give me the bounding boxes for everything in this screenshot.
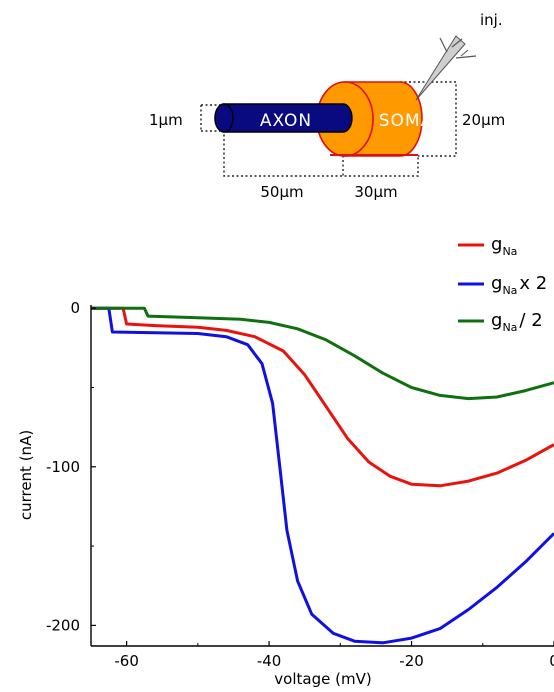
y-tick-label: -100 bbox=[46, 458, 80, 476]
axon-diameter-bracket bbox=[200, 104, 220, 132]
axon-diameter-label: 1μm bbox=[149, 111, 183, 129]
series-line-0 bbox=[91, 306, 554, 488]
length-bracket bbox=[223, 130, 419, 177]
pipette-icon bbox=[415, 35, 477, 101]
axon-label: AXON bbox=[260, 111, 312, 131]
neuron-schematic: SOMA AXON inj. 1μm 20μm 50μm 30μm bbox=[149, 11, 505, 201]
curves bbox=[91, 306, 554, 645]
y-tick-label: 0 bbox=[70, 299, 80, 317]
x-tick-label: 0 bbox=[549, 652, 554, 670]
soma-length-label: 30μm bbox=[354, 183, 397, 201]
legend: gNa gNa x 2 gNa/ 2 bbox=[458, 234, 547, 334]
y-axis-label: current (nA) bbox=[17, 430, 35, 520]
legend-label: gNa bbox=[491, 234, 517, 258]
series-line-2 bbox=[91, 306, 554, 401]
legend-label: gNa x 2 bbox=[491, 273, 547, 297]
soma-label: SOMA bbox=[379, 111, 433, 131]
legend-label: gNa/ 2 bbox=[491, 310, 543, 334]
x-tick-label: -40 bbox=[257, 652, 282, 670]
y-tick-label: -200 bbox=[46, 616, 80, 634]
series-line-1 bbox=[91, 306, 554, 645]
x-tick-label: -20 bbox=[399, 652, 424, 670]
plot: -60-40-200 0-100-200 voltage (mV) curren… bbox=[17, 299, 554, 688]
y-ticks: 0 -100 -200 bbox=[46, 299, 96, 634]
injection-label: inj. bbox=[480, 11, 503, 29]
x-axis-label: voltage (mV) bbox=[274, 670, 371, 688]
x-tick-label: -60 bbox=[114, 652, 139, 670]
x-ticks: -60 -40 -20 0 bbox=[114, 641, 554, 670]
axon-length-label: 50μm bbox=[260, 183, 303, 201]
soma-diameter-label: 20μm bbox=[462, 111, 505, 129]
axon-end-face bbox=[214, 103, 234, 133]
axon: AXON bbox=[214, 103, 353, 133]
